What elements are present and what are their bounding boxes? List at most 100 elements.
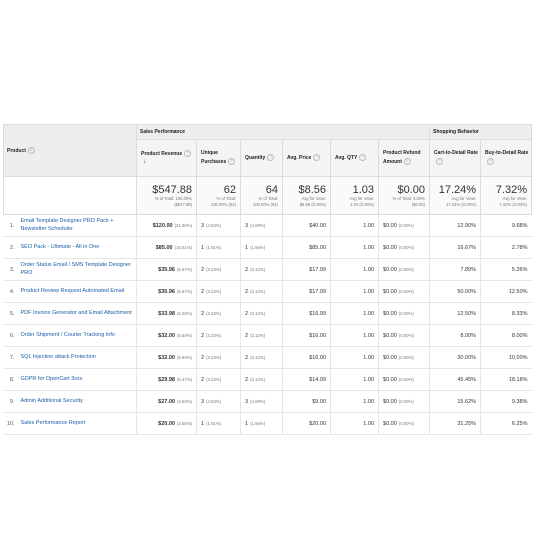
help-circle-icon[interactable]: ? (228, 157, 236, 165)
cart-to-detail-cell: 16.67% (429, 236, 481, 259)
unique-purchases-cell: 1 (1.61%) (196, 236, 241, 259)
cart-to-detail-cell: 7.89% (429, 258, 481, 281)
product-name-link[interactable]: Email Template Designer PRO Pack + Newsl… (17, 214, 137, 237)
revenue-cell: $29.98 (5.47%) (136, 368, 197, 391)
report-table: Product? Sales Performance Shopping Beha… (2, 124, 533, 435)
unique-value: 2 (201, 354, 205, 361)
avg-price-cell: $16.00 (282, 346, 331, 369)
avg-qty-cell: 1.00 (330, 412, 379, 435)
refund-cell: $0.00 (0.00%) (378, 390, 430, 413)
refund-percent: (0.00%) (398, 354, 414, 360)
revenue-value: $35.96 (158, 288, 175, 295)
product-name-link[interactable]: Order Shipment / Courier Tracking Info (17, 324, 137, 347)
row-index: 10. (3, 412, 18, 435)
revenue-cell: $35.96 (6.57%) (136, 280, 197, 303)
total-avg-qty-cell: 1.03 Avg for View: 1.03 (0.00%) (330, 176, 380, 215)
total-avg-price-cell: $8.56 Avg for View: $8.56 (0.00%) (282, 176, 332, 215)
total-avg-qty-sub2: 1.03 (0.00%) (350, 201, 375, 207)
product-name-link[interactable]: SQL Injection attack Protection (17, 346, 137, 369)
buy-to-detail-cell: 6.25% (480, 412, 532, 435)
total-buy-detail-sub1: Avg for View: (502, 195, 528, 201)
product-name-link[interactable]: Product Review Request Automated Email (17, 280, 137, 303)
quantity-percent: (3.12%) (250, 332, 266, 338)
unique-value: 1 (201, 244, 205, 251)
help-circle-icon[interactable]: ? (313, 153, 321, 161)
product-refund-amount-column-header[interactable]: Product Refund Amount? (378, 139, 431, 177)
revenue-cell: $27.00 (4.93%) (136, 390, 197, 413)
product-name-link[interactable]: Sales Performance Report (17, 412, 137, 435)
total-quantity-sub1: % of Total: (258, 195, 279, 201)
quantity-value: 2 (245, 266, 249, 273)
product-revenue-column-header[interactable]: Product Revenue ? ↓ (136, 139, 198, 177)
buy-to-detail-rate-column-header[interactable]: Buy-to-Detail Rate? (480, 139, 533, 177)
quantity-cell: 2 (3.12%) (240, 302, 283, 325)
refund-cell: $0.00 (0.00%) (378, 302, 430, 325)
product-performance-report: Product? Sales Performance Shopping Beha… (2, 124, 533, 435)
shopping-behavior-group-header: Shopping Behavior (429, 124, 533, 140)
product-name-link[interactable]: GDPR for OpenCart 3xxx (17, 368, 137, 391)
unique-value: 2 (201, 376, 205, 383)
revenue-value: $27.00 (158, 398, 175, 405)
refund-value: $0.00 (383, 332, 397, 339)
product-name-link[interactable]: PDF Invoice Generator and Email Attachme… (17, 302, 137, 325)
help-circle-icon[interactable]: ? (184, 149, 192, 157)
row-index: 7. (3, 346, 18, 369)
avg-qty-cell: 1.00 (330, 258, 379, 281)
revenue-percent: (5.84%) (176, 354, 193, 360)
total-revenue-sub1: % of Total: 100.00% (154, 195, 193, 201)
help-circle-icon[interactable]: ? (487, 157, 495, 165)
total-unique-cell: 62% of Total: 100.00% (62) (196, 176, 242, 215)
total-buy-detail-value: 7.32% (495, 183, 528, 196)
revenue-percent: (5.84%) (176, 332, 193, 338)
unique-purchases-cell: 2 (3.23%) (196, 324, 241, 347)
help-circle-icon[interactable]: ? (267, 153, 275, 161)
quantity-percent: (3.12%) (250, 376, 266, 382)
product-name-link[interactable]: Admin Additional Security (17, 390, 137, 413)
total-revenue-sub2: ($547.88) (174, 201, 193, 207)
help-circle-icon[interactable]: ? (436, 157, 444, 165)
row-index: 8. (3, 368, 18, 391)
revenue-value: $32.00 (158, 354, 175, 361)
revenue-cell: $20.00 (3.65%) (136, 412, 197, 435)
unique-purchases-column-header[interactable]: Unique Purchases? (196, 139, 242, 177)
refund-percent: (0.00%) (398, 376, 414, 382)
refund-percent: (0.00%) (398, 288, 414, 294)
avg-qty-cell: 1.00 (330, 236, 379, 259)
row-index: 3. (3, 258, 18, 281)
quantity-column-header[interactable]: Quantity? (240, 139, 284, 177)
quantity-cell: 2 (3.12%) (240, 368, 283, 391)
refund-percent: (0.00%) (398, 266, 414, 272)
refund-cell: $0.00 (0.00%) (378, 368, 430, 391)
unique-value: 2 (201, 288, 205, 295)
revenue-percent: (6.57%) (176, 266, 193, 272)
buy-to-detail-cell: 10.00% (480, 346, 532, 369)
quantity-cell: 2 (3.12%) (240, 258, 283, 281)
revenue-cell: $32.00 (5.84%) (136, 346, 197, 369)
table-row: 3. Order Status Email / SMS Template Desi… (3, 258, 532, 281)
product-column-header[interactable]: Product? (2, 124, 138, 177)
product-name-link[interactable]: SEO Pack - Ultimate - All in One (17, 236, 137, 259)
avg-qty-column-header[interactable]: Avg. QTY? (330, 139, 380, 177)
quantity-cell: 1 (1.56%) (240, 236, 283, 259)
unique-percent: (3.23%) (206, 376, 222, 382)
product-name-link[interactable]: Order Status Email / SMS Template Design… (17, 258, 137, 281)
unique-percent: (1.61%) (206, 244, 222, 250)
revenue-value: $33.98 (158, 310, 175, 317)
unique-value: 2 (201, 310, 205, 317)
avg-price-cell: $85.00 (282, 236, 331, 259)
avg-qty-cell: 1.00 (330, 324, 379, 347)
revenue-cell: $85.00 (15.51%) (136, 236, 197, 259)
sort-descending-arrow-icon[interactable]: ↓ (143, 158, 147, 165)
avg-qty-cell: 1.00 (330, 368, 379, 391)
total-quantity-value: 64 (265, 183, 279, 196)
cart-to-detail-rate-column-header[interactable]: Cart-to-Detail Rate? (429, 139, 482, 177)
quantity-percent: (4.69%) (250, 222, 266, 228)
cart-to-detail-rate-label: Cart-to-Detail Rate (434, 150, 478, 157)
avg-price-cell: $14.99 (282, 368, 331, 391)
help-circle-icon[interactable]: ? (27, 147, 35, 154)
help-circle-icon[interactable]: ? (403, 157, 411, 165)
help-circle-icon[interactable]: ? (359, 153, 367, 161)
quantity-cell: 1 (1.56%) (240, 412, 283, 435)
unique-percent: (3.23%) (206, 266, 222, 272)
avg-price-column-header[interactable]: Avg. Price? (282, 139, 332, 177)
